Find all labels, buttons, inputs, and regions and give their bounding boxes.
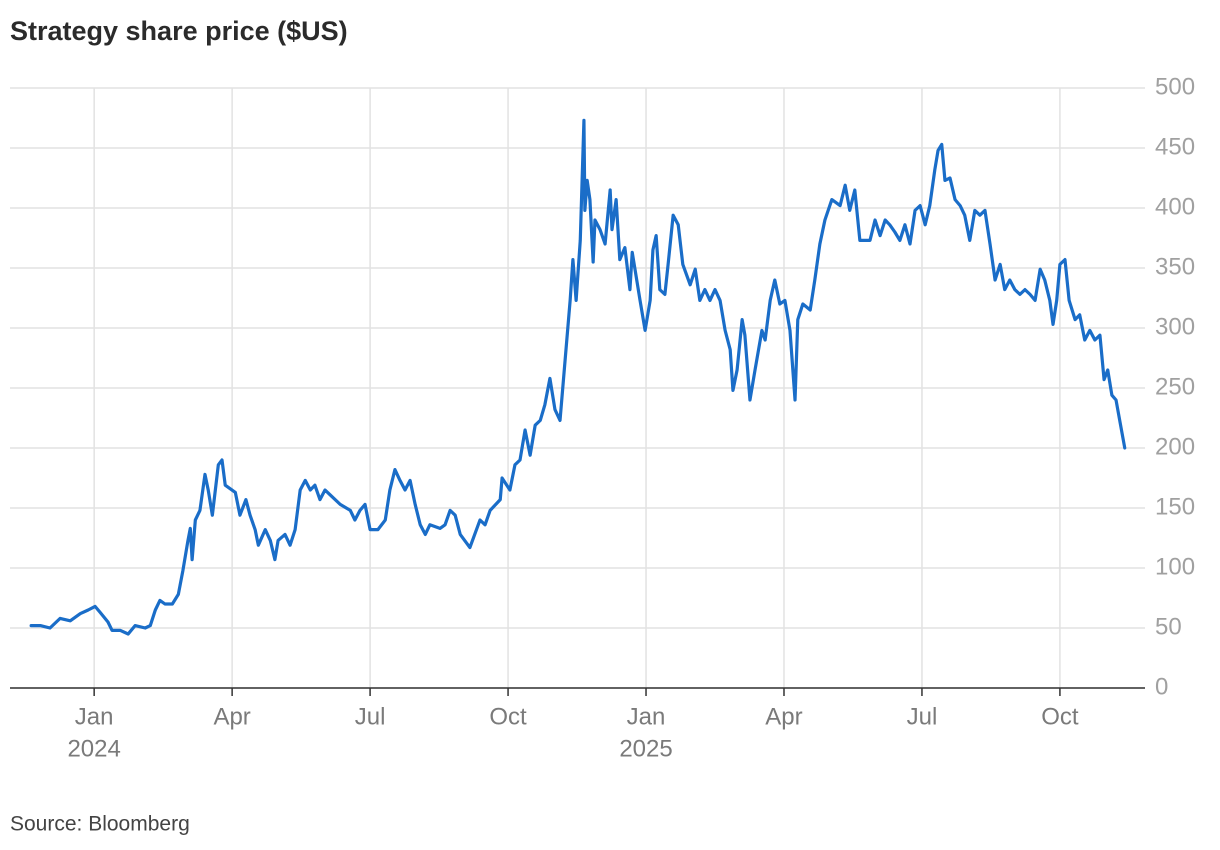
x-year-label: 2024 (67, 735, 120, 762)
y-tick-label: 500 (1155, 73, 1195, 100)
y-tick-label: 250 (1155, 373, 1195, 400)
y-tick-label: 300 (1155, 313, 1195, 340)
y-tick-label: 150 (1155, 493, 1195, 520)
x-tick-label: Jan (627, 703, 666, 730)
x-tick-label: Jul (907, 703, 938, 730)
y-tick-label: 50 (1155, 613, 1182, 640)
chart-title: Strategy share price ($US) (10, 16, 348, 46)
x-tick-label: Jul (355, 703, 386, 730)
y-tick-label: 0 (1155, 673, 1168, 700)
x-tick-label: Jan (75, 703, 114, 730)
x-year-label: 2025 (619, 735, 672, 762)
x-tick-label: Oct (489, 703, 527, 730)
price-line (29, 118, 1127, 636)
x-tick-label: Oct (1041, 703, 1079, 730)
y-tick-label: 350 (1155, 253, 1195, 280)
x-tick-label: Apr (765, 703, 802, 730)
y-tick-label: 400 (1155, 193, 1195, 220)
x-tick-label: Apr (213, 703, 250, 730)
y-tick-label: 450 (1155, 133, 1195, 160)
source-note: Source: Bloomberg (10, 813, 190, 836)
y-tick-label: 200 (1155, 433, 1195, 460)
y-tick-label: 100 (1155, 553, 1195, 580)
